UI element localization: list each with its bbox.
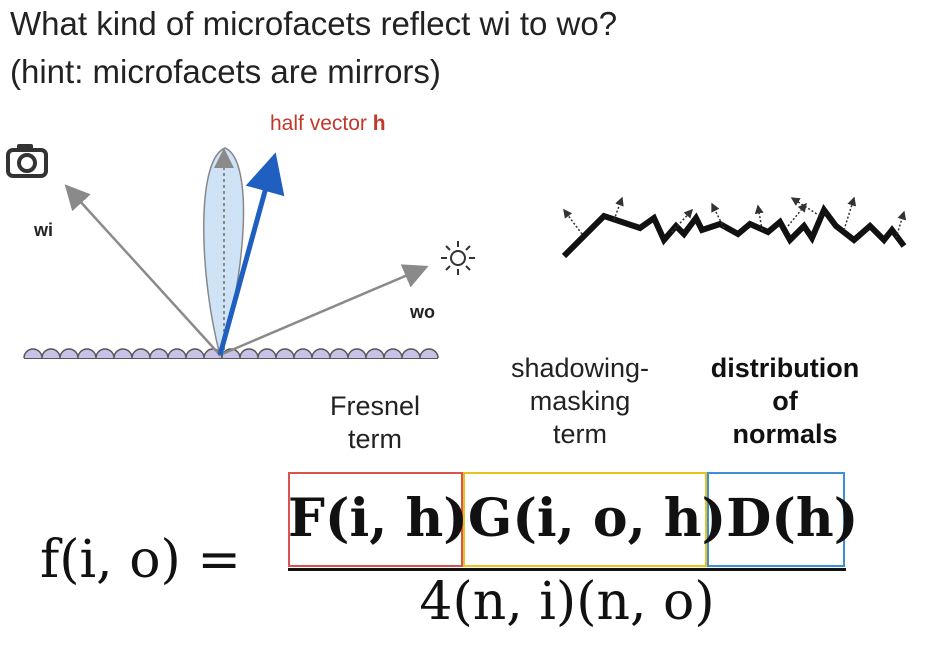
formula-lhs: f(i, o) = [40,530,241,590]
hint-text: (hint: microfacets are mirrors) [10,53,441,90]
formula-denominator: 4(n, i)(n, o) [419,572,715,632]
fresnel-term-label: Fresnel term [329,391,421,454]
wo-label: wo [410,302,435,322]
fraction-bar [288,568,846,571]
camera-icon [6,144,48,178]
distribution-of-normals-label: distribution of normals [710,353,860,449]
question-title: What kind of microfacets reflect wi to w… [10,5,618,42]
wi-label: wi [34,220,54,240]
numerator-f: F(i, h) [288,488,468,549]
half-vector-label: half vector h [270,112,386,135]
fresnel-box [288,472,463,567]
reflection-diagram [6,144,475,359]
formula-numerator: F(i, h)G(i, o, h)D(h) [288,488,858,549]
wi-ray [64,184,221,356]
half-vector-arrow [217,152,285,356]
numerator-d: D(h) [726,488,859,549]
shadowing-box [463,472,707,567]
shadowing-masking-term-label: shadowing-masking term [510,353,650,449]
sun-icon [441,241,475,275]
distribution-box [707,472,845,567]
rough-microsurface [561,196,907,259]
numerator-g: G(i, o, h) [467,488,727,549]
wo-ray [219,264,429,357]
